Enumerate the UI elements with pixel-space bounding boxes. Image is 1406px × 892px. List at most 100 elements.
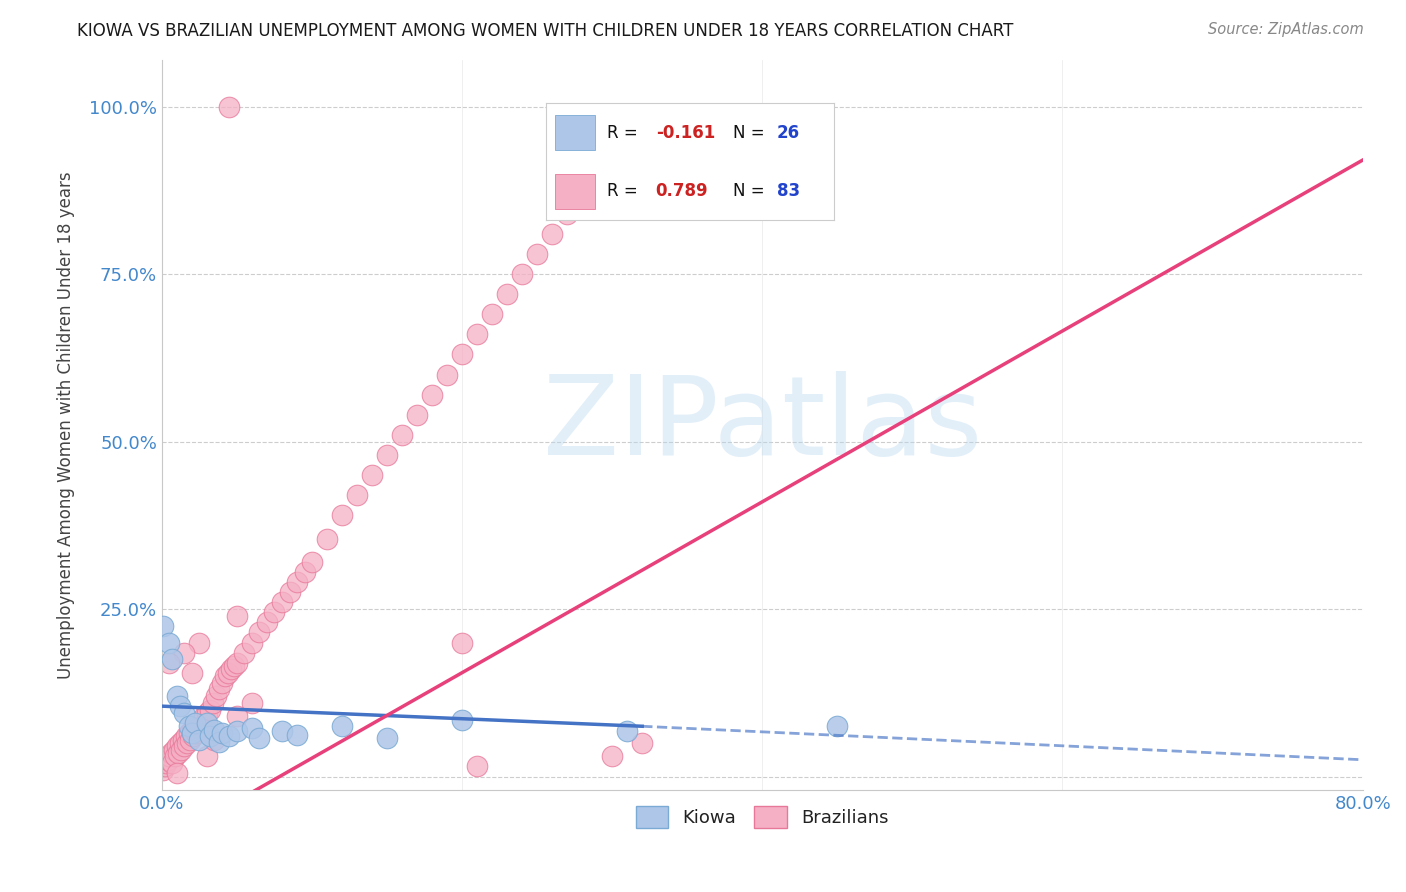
Point <box>631 736 654 750</box>
Point <box>420 387 443 401</box>
Point <box>330 508 353 523</box>
Text: KIOWA VS BRAZILIAN UNEMPLOYMENT AMONG WOMEN WITH CHILDREN UNDER 18 YEARS CORRELA: KIOWA VS BRAZILIAN UNEMPLOYMENT AMONG WO… <box>77 22 1014 40</box>
Point <box>226 656 249 670</box>
Point <box>249 731 271 745</box>
Point <box>827 719 849 733</box>
Point <box>240 635 263 649</box>
Point <box>184 719 207 733</box>
Point <box>191 719 214 733</box>
Point <box>406 408 429 422</box>
Point <box>195 749 218 764</box>
Point <box>541 227 564 241</box>
Point <box>496 287 519 301</box>
Point <box>555 207 578 221</box>
Point <box>162 756 184 771</box>
Point <box>285 575 308 590</box>
Point <box>174 729 197 743</box>
Point <box>361 468 384 483</box>
Point <box>218 99 240 113</box>
Text: Source: ZipAtlas.com: Source: ZipAtlas.com <box>1208 22 1364 37</box>
Point <box>176 736 198 750</box>
Point <box>465 759 488 773</box>
Point <box>278 585 301 599</box>
Point <box>152 763 174 777</box>
Point <box>301 555 323 569</box>
Point <box>184 715 207 730</box>
Point <box>391 427 413 442</box>
Point <box>346 488 368 502</box>
Point <box>179 732 201 747</box>
Text: ZIPatlas: ZIPatlas <box>543 371 981 478</box>
Point <box>240 721 263 735</box>
Point <box>159 656 181 670</box>
Point <box>159 635 181 649</box>
Point <box>188 723 211 737</box>
Point <box>181 723 204 737</box>
Point <box>172 732 194 747</box>
Point <box>451 713 474 727</box>
Point <box>208 682 231 697</box>
Point <box>181 726 204 740</box>
Point <box>173 646 195 660</box>
Point <box>616 723 638 738</box>
Point <box>195 706 218 720</box>
Point <box>271 723 294 738</box>
Point <box>198 702 221 716</box>
Point <box>451 635 474 649</box>
Point <box>249 625 271 640</box>
Point <box>193 709 215 723</box>
Point <box>211 726 233 740</box>
Point <box>166 739 188 754</box>
Point <box>233 646 256 660</box>
Point <box>600 749 623 764</box>
Point <box>188 732 211 747</box>
Point <box>173 706 195 720</box>
Point <box>375 731 398 745</box>
Point <box>214 669 236 683</box>
Point <box>167 746 190 760</box>
Point <box>173 739 195 754</box>
Point <box>316 532 339 546</box>
Point <box>166 766 188 780</box>
Point <box>219 662 242 676</box>
Point <box>211 675 233 690</box>
Point <box>156 753 179 767</box>
Point <box>226 723 249 738</box>
Point <box>571 186 593 201</box>
Legend: Kiowa, Brazilians: Kiowa, Brazilians <box>628 799 896 836</box>
Point <box>183 729 205 743</box>
Point <box>204 723 226 737</box>
Point <box>526 247 548 261</box>
Point <box>330 719 353 733</box>
Point <box>375 448 398 462</box>
Point <box>177 726 200 740</box>
Point <box>152 619 174 633</box>
Point <box>451 347 474 361</box>
Point <box>177 719 200 733</box>
Point <box>481 307 503 321</box>
Point <box>188 635 211 649</box>
Point <box>190 713 212 727</box>
Point <box>169 736 191 750</box>
Point <box>187 715 209 730</box>
Point <box>465 327 488 342</box>
Point <box>165 749 187 764</box>
Point <box>222 659 245 673</box>
Point <box>263 606 285 620</box>
Point <box>153 759 176 773</box>
Point <box>510 267 533 281</box>
Point <box>162 652 184 666</box>
Point <box>226 608 249 623</box>
Point <box>186 726 208 740</box>
Point <box>208 734 231 748</box>
Point <box>169 699 191 714</box>
Point <box>285 728 308 742</box>
Point <box>271 595 294 609</box>
Point <box>294 565 316 579</box>
Point <box>181 665 204 680</box>
Point <box>163 742 186 756</box>
Point <box>218 729 240 743</box>
Point <box>159 749 181 764</box>
Point <box>204 732 226 747</box>
Point <box>160 746 183 760</box>
